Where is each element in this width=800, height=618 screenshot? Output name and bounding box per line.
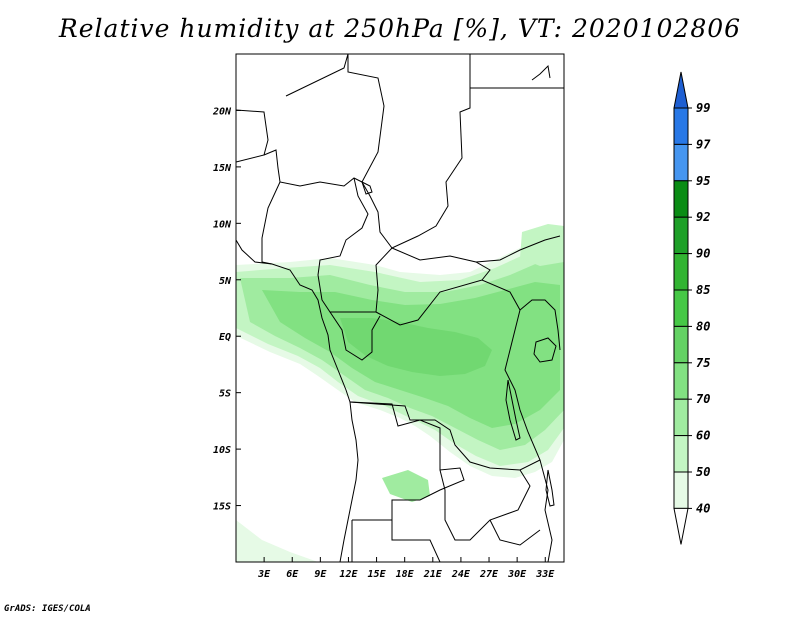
border-nigeria-cameroon [261,181,281,265]
colorbar-label: 85 [696,283,710,297]
colorbar-segment [673,325,689,364]
colorbar-segment [673,289,689,327]
colorbar-segment [673,471,689,509]
colorbar-segment [673,398,689,437]
border-car [375,247,491,313]
coastline-west [236,239,359,562]
border-congo [329,311,381,361]
colorbar-label: 40 [696,501,710,515]
border-cameroon [317,177,376,313]
border-mozambique [489,519,541,546]
humidity-area-south [382,470,430,502]
red-sea-coast [531,64,551,81]
colorbar-label: 50 [696,465,710,479]
lake-malawi [545,469,555,507]
colorbar-label: 99 [696,101,710,115]
border-angola [349,401,465,521]
lon-tick-label: 18E [396,569,415,580]
border-drc [349,279,541,471]
humidity-area-sw [236,520,318,562]
colorbar-segment [673,180,689,218]
lon-tick-label: 12E [339,569,358,580]
border-namibia [351,520,441,562]
lat-tick-label: 10S [213,445,231,456]
colorbar-segment [673,362,689,400]
lon-tick-label: 15E [368,569,387,580]
colorbar: 99 97 95 92 90 85 80 75 70 60 50 40 [673,71,711,545]
colorbar-label: 60 [696,429,710,443]
colorbar-segment [673,435,689,473]
map-frame [235,53,565,563]
colorbar-segment [673,216,689,255]
border-niger-chad [285,54,349,97]
humidity-area-north [520,224,564,266]
border-uganda-kenya [519,299,561,351]
lake-victoria [533,337,557,363]
longitude-axis: 3E 6E 9E 12E 15E 18E 21E 24E 27E 30E 33E [257,557,555,580]
border-zambia [439,469,531,541]
colorbar-segment [673,143,689,182]
humidity-shading [236,224,564,562]
lat-tick-label: 5N [219,276,232,287]
lon-tick-label: 30E [507,569,527,580]
border-chad-sudan [347,54,471,249]
lon-tick-label: 9E [314,569,327,580]
lat-tick-label: 5S [219,389,231,400]
colorbar-label: 80 [696,319,710,333]
lon-tick-label: 27E [479,569,499,580]
lat-tick-label: 10N [213,219,232,230]
colorbar-label: 70 [696,392,710,406]
colorbar-label: 92 [696,210,710,224]
colorbar-segment [673,253,689,291]
lat-tick-label: 20N [212,106,232,117]
chart-title: Relative humidity at 250hPa [%], VT: 202… [58,14,742,43]
grads-credit: GrADS: IGES/COLA [4,604,91,614]
lake-chad [361,181,373,195]
lon-tick-label: 24E [451,569,471,580]
border-tanzania [539,459,553,562]
colorbar-segment [673,107,689,145]
lon-tick-label: 21E [423,569,443,580]
colorbar-min-arrow [673,507,689,545]
colorbar-label: 95 [696,174,710,188]
border-south-sudan [475,235,561,263]
humidity-area-75 [340,318,492,376]
lat-tick-label: EQ [219,332,231,343]
colorbar-max-arrow [673,71,689,109]
lake-tanganyika [505,379,521,441]
latitude-axis: 20N 15N 10N 5N EQ 5S 10S 15S [212,106,241,513]
border-nigeria-north [263,149,363,187]
lon-tick-label: 6E [286,569,299,580]
lat-tick-label: 15N [213,163,232,174]
lat-tick-label: 15S [213,502,231,513]
colorbar-label: 75 [696,356,710,370]
colorbar-label: 97 [696,137,711,151]
country-borders [236,54,564,562]
colorbar-label: 90 [696,247,710,261]
lon-tick-label: 33E [535,569,555,580]
lon-tick-label: 3E [257,569,271,580]
border-algeria-libya [236,109,269,163]
